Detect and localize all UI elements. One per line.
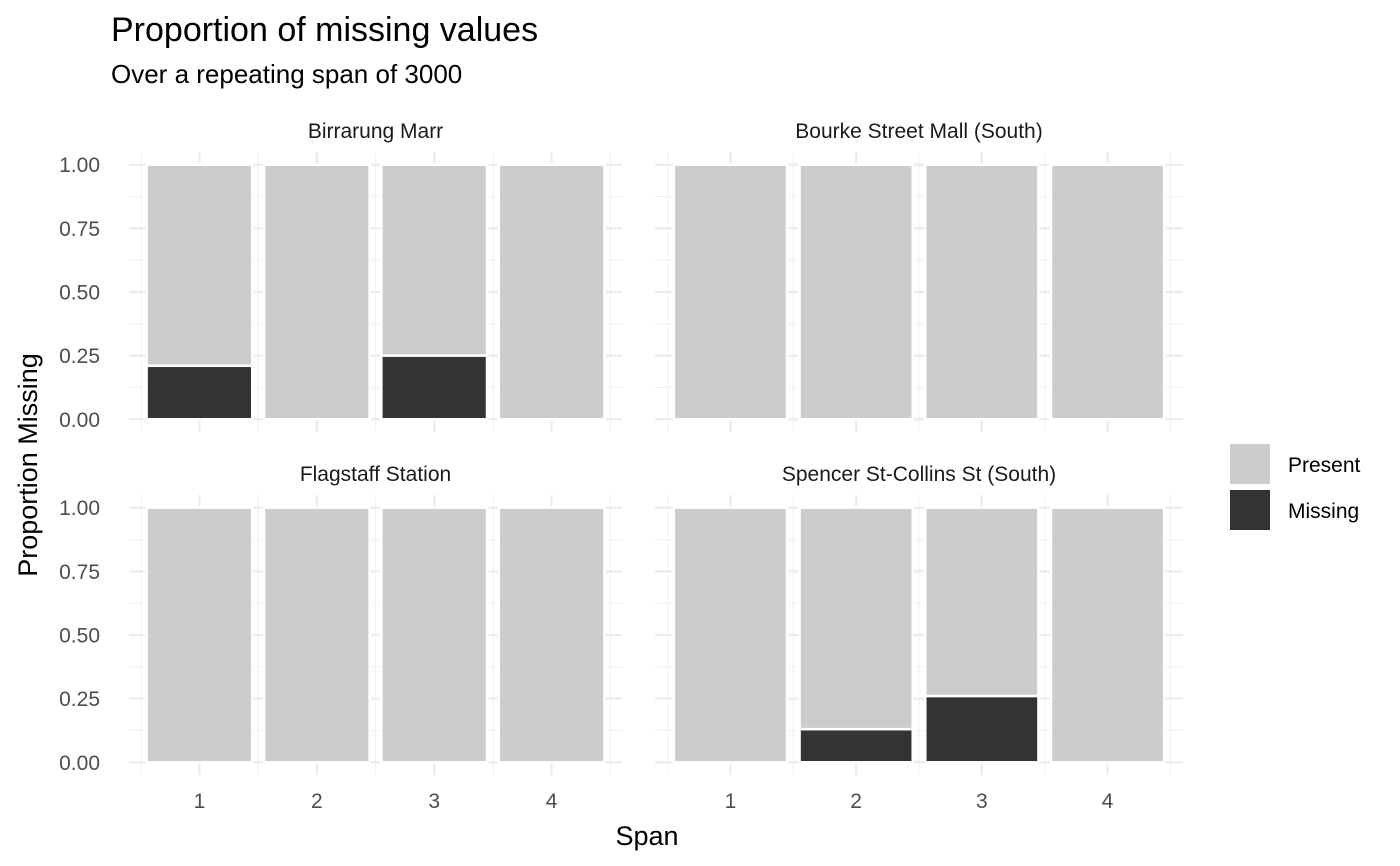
chart-subtitle: Over a repeating span of 3000 — [111, 59, 462, 89]
x-tick-label: 3 — [428, 790, 440, 813]
y-tick-label: 0.75 — [59, 561, 100, 584]
bar-missing-spencer-st-collins-st-south-span-3 — [924, 694, 1040, 764]
y-tick-label: 0.50 — [59, 625, 100, 648]
y-tick-label: 1.00 — [59, 154, 100, 177]
x-tick-label: 4 — [1102, 790, 1114, 813]
y-tick-label: 0.00 — [59, 752, 100, 775]
y-tick-label: 1.00 — [59, 497, 100, 520]
bar-present-bourke-street-mall-south-span-3 — [924, 163, 1040, 421]
bar-present-birrarung-marr-span-1 — [145, 163, 254, 368]
y-tick-label: 0.00 — [59, 409, 100, 432]
bar-present-flagstaff-station-span-2 — [262, 506, 371, 764]
legend-swatch-missing — [1230, 490, 1270, 530]
x-tick-label: 2 — [311, 790, 323, 813]
bar-present-flagstaff-station-span-1 — [145, 506, 254, 764]
bar-present-birrarung-marr-span-2 — [262, 163, 371, 421]
bar-present-spencer-st-collins-st-south-span-4 — [1049, 506, 1166, 764]
facet-strip-label: Flagstaff Station — [300, 463, 451, 486]
y-tick-label: 0.25 — [59, 688, 100, 711]
x-tick-label: 1 — [194, 790, 206, 813]
legend-label-missing: Missing — [1288, 500, 1359, 523]
facet-strip-label: Birrarung Marr — [308, 120, 443, 143]
bar-present-spencer-st-collins-st-south-span-2 — [798, 506, 914, 731]
legend-label-present: Present — [1288, 454, 1361, 477]
bar-present-flagstaff-station-span-3 — [380, 506, 489, 764]
x-tick-label: 4 — [546, 790, 558, 813]
y-axis-title: Proportion Missing — [13, 353, 43, 577]
chart-title: Proportion of missing values — [111, 11, 538, 49]
x-tick-label: 1 — [725, 790, 737, 813]
x-tick-label: 3 — [976, 790, 988, 813]
y-tick-label: 0.75 — [59, 218, 100, 241]
facet-strip-label: Spencer St-Collins St (South) — [782, 463, 1056, 486]
bar-present-birrarung-marr-span-3 — [380, 163, 489, 357]
bar-present-spencer-st-collins-st-south-span-1 — [672, 506, 789, 764]
bar-present-spencer-st-collins-st-south-span-3 — [924, 506, 1040, 698]
facet-strip-label: Bourke Street Mall (South) — [795, 120, 1042, 143]
facet-panels: Birrarung Marr 0.00 0.25 0.50 0.75 1.00 Bourke… — [59, 120, 1183, 813]
bar-present-flagstaff-station-span-4 — [497, 506, 606, 764]
x-axis-title: Span — [615, 821, 678, 851]
bar-present-bourke-street-mall-south-span-4 — [1049, 163, 1166, 421]
bar-present-bourke-street-mall-south-span-2 — [798, 163, 914, 421]
bar-present-birrarung-marr-span-4 — [497, 163, 606, 421]
bar-missing-birrarung-marr-span-3 — [380, 354, 489, 421]
legend: Present Missing — [1230, 444, 1361, 530]
legend-swatch-present — [1230, 444, 1270, 484]
y-tick-label: 0.25 — [59, 345, 100, 368]
x-tick-label: 2 — [850, 790, 862, 813]
y-tick-label: 0.50 — [59, 282, 100, 305]
bar-missing-birrarung-marr-span-1 — [145, 364, 254, 421]
bar-present-bourke-street-mall-south-span-1 — [672, 163, 789, 421]
bar-missing-spencer-st-collins-st-south-span-2 — [798, 727, 914, 764]
